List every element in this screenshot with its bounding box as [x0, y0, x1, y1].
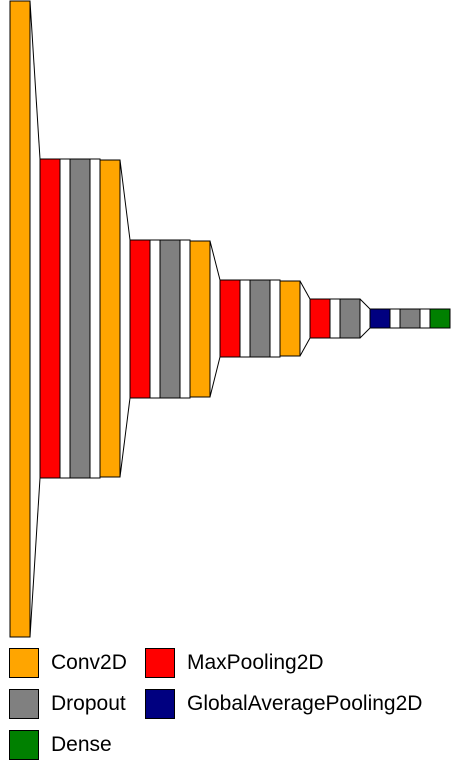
layer-other-20 [389, 308, 401, 329]
funnel-line-3-top [299, 280, 311, 300]
layer-dropout-3 [69, 158, 91, 479]
legend-label-dropout: Dropout [51, 692, 126, 715]
funnel-line-2-top [209, 240, 221, 281]
layer-dropout-8 [159, 239, 181, 399]
layer-conv2d-15 [279, 280, 301, 357]
layer-stack [9, 0, 451, 638]
layer-maxpooling2d-1 [39, 158, 61, 479]
layer-other-12 [239, 279, 251, 358]
legend-swatch-globalaveragepooling2d [145, 689, 175, 719]
legend-swatch-dropout [9, 689, 39, 719]
layer-other-17 [329, 298, 341, 339]
layer-conv2d-0 [9, 0, 31, 638]
layer-other-14 [269, 279, 281, 358]
network-architecture-diagram [9, 0, 451, 638]
layer-other-7 [149, 239, 161, 399]
funnel-connectors [29, 0, 371, 638]
layer-globalaveragepooling2d-19 [369, 308, 391, 329]
funnel-line-0-bottom [29, 477, 41, 638]
legend-swatch-dense [9, 730, 39, 760]
layer-conv2d-10 [189, 240, 211, 398]
funnel-line-0-top [29, 0, 41, 160]
legend-swatch-maxpooling2d [145, 648, 175, 678]
funnel-line-1-bottom [119, 397, 131, 478]
legend-label-globalaveragepooling2d: GlobalAveragePooling2D [187, 692, 423, 715]
layer-other-22 [419, 308, 431, 329]
layer-other-4 [89, 158, 101, 479]
layer-dense-23 [429, 308, 451, 329]
legend-swatch-conv2d [9, 648, 39, 678]
legend-label-dense: Dense [51, 733, 112, 756]
layer-maxpooling2d-16 [309, 298, 331, 339]
layer-dropout-18 [339, 298, 361, 339]
layer-conv2d-5 [99, 159, 121, 478]
layer-other-2 [59, 158, 71, 479]
layer-dropout-21 [399, 308, 421, 329]
layer-dropout-13 [249, 279, 271, 358]
layer-other-9 [179, 239, 191, 399]
funnel-line-3-bottom [299, 337, 311, 357]
funnel-line-4-top [359, 298, 371, 310]
layer-maxpooling2d-6 [129, 239, 151, 399]
layer-maxpooling2d-11 [219, 279, 241, 358]
funnel-line-2-bottom [209, 356, 221, 398]
legend-label-conv2d: Conv2D [51, 651, 127, 674]
funnel-line-1-top [119, 159, 131, 241]
funnel-line-4-bottom [359, 327, 371, 339]
legend-label-maxpooling2d: MaxPooling2D [187, 651, 324, 674]
